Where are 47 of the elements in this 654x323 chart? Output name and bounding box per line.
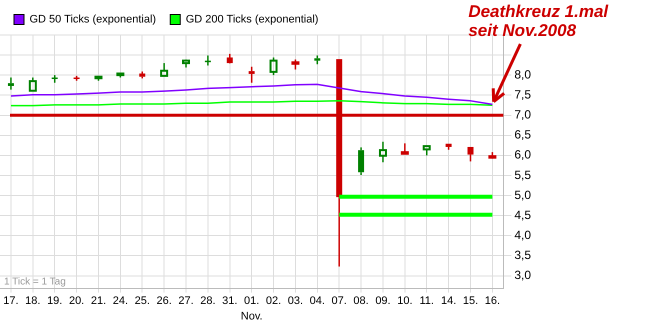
x-tick-label: 04. <box>310 295 325 308</box>
x-axis-title: Nov. <box>240 310 263 322</box>
legend-label: GD 200 Ticks (exponential) <box>186 14 318 26</box>
candlestick <box>139 70 146 80</box>
y-tick-label: 5,0 <box>514 188 532 202</box>
x-tick-label: 20. <box>68 295 84 308</box>
x-tick-label: 09. <box>375 295 391 308</box>
x-tick-label: 08. <box>353 295 369 308</box>
y-tick-label: 7,5 <box>514 88 532 102</box>
candlestick <box>446 144 452 151</box>
x-tick-label: 01. <box>244 295 260 308</box>
x-tick-label: 27. <box>178 295 194 308</box>
y-tick-label: 6,0 <box>514 148 532 162</box>
x-tick-label: 24. <box>112 295 128 308</box>
x-tick-label: 31. <box>222 295 238 308</box>
y-tick-label: 5,5 <box>514 168 532 182</box>
candlestick <box>226 53 233 64</box>
candlestick <box>467 146 474 162</box>
candlestick <box>358 146 364 176</box>
x-tick-label: 18. <box>25 295 40 308</box>
x-tick-label: 02. <box>266 295 282 308</box>
x-tick-label: 21. <box>90 295 106 308</box>
y-tick-label: 8,0 <box>514 67 532 82</box>
x-tick-label: 11. <box>419 295 434 308</box>
x-tick-label: 25. <box>134 295 150 308</box>
x-tick-label: 03. <box>288 295 304 308</box>
candlestick <box>204 54 211 66</box>
x-tick-label: 10. <box>397 295 412 308</box>
legend-label: GD 50 Ticks (exponential) <box>30 14 156 26</box>
x-tick-label: 26. <box>156 295 172 308</box>
annotation: 1 Tick = 1 Tag <box>4 276 66 288</box>
candlestick <box>248 66 255 84</box>
y-tick-label: 4,5 <box>514 208 532 222</box>
y-tick-label: 6,5 <box>514 128 532 142</box>
y-tick-label: 3,0 <box>514 268 532 282</box>
x-tick-label: 14. <box>440 295 456 308</box>
candlestick <box>8 76 14 90</box>
y-tick-label: 3,5 <box>514 248 532 262</box>
x-tick-label: 16. <box>484 295 500 308</box>
x-tick-label: 28. <box>200 295 216 308</box>
y-tick-label: 4,0 <box>514 228 532 242</box>
x-tick-label: 07. <box>332 295 347 308</box>
y-tick-label: 7,0 <box>514 108 532 122</box>
annotation: Deathkreuz 1.mal seit Nov.2008 <box>468 2 608 40</box>
x-tick-label: 17. <box>3 295 19 308</box>
x-tick-label: 15. <box>462 295 478 308</box>
x-tick-label: 19. <box>47 295 62 308</box>
